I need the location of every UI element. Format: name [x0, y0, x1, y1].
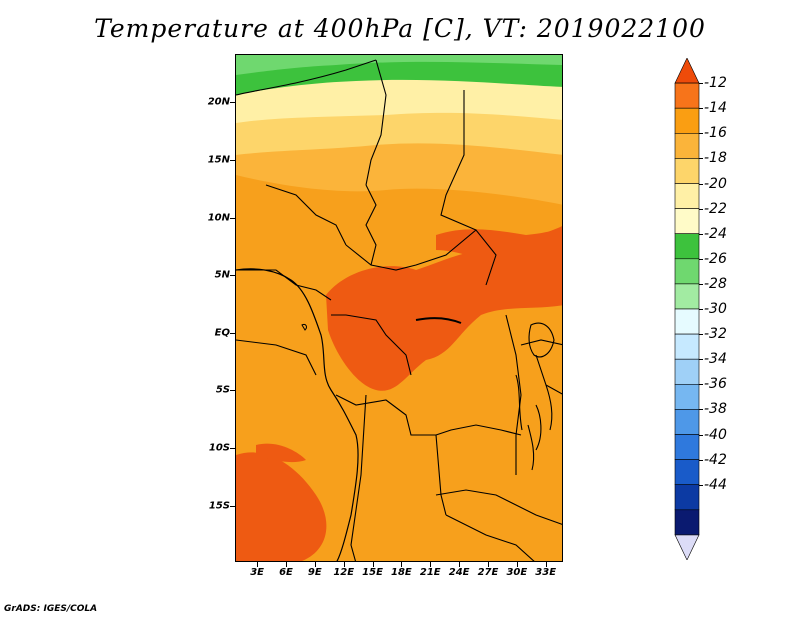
colorbar-tick — [699, 359, 703, 360]
colorbar-segment — [675, 259, 699, 284]
lon-label: 18E — [391, 567, 412, 578]
colorbar-label: -18 — [704, 150, 727, 166]
colorbar-segment — [675, 158, 699, 183]
colorbar-label: -22 — [704, 201, 727, 217]
lat-label: 5S — [216, 385, 230, 396]
lon-tick — [286, 562, 287, 567]
colorbar-tick — [699, 309, 703, 310]
colorbar-segment — [675, 234, 699, 259]
colorbar-tick — [699, 384, 703, 385]
lat-tick — [230, 218, 235, 219]
colorbar-segment — [675, 359, 699, 384]
colorbar-tick — [699, 108, 703, 109]
lat-label: 20N — [208, 97, 230, 108]
lon-label: 33E — [535, 567, 556, 578]
colorbar-segment — [675, 510, 699, 535]
lon-label: 27E — [478, 567, 499, 578]
lon-label: 24E — [449, 567, 470, 578]
colorbar-segment — [675, 485, 699, 510]
map-plot-area — [235, 54, 563, 562]
lon-tick — [517, 562, 518, 567]
colorbar-segment — [675, 409, 699, 434]
colorbar-segment — [675, 133, 699, 158]
colorbar-tick — [699, 259, 703, 260]
colorbar-segment — [675, 83, 699, 108]
lat-tick — [230, 448, 235, 449]
colorbar-tick — [699, 284, 703, 285]
lat-tick — [230, 160, 235, 161]
colorbar-segment — [675, 435, 699, 460]
colorbar-tick — [699, 409, 703, 410]
lon-tick — [430, 562, 431, 567]
colorbar-segment — [675, 535, 699, 560]
colorbar-label: -44 — [704, 477, 727, 493]
colorbar-tick — [699, 234, 703, 235]
colorbar-label: -20 — [704, 176, 727, 192]
lat-tick — [230, 390, 235, 391]
chart-title: Temperature at 400hPa [C], VT: 201902210… — [0, 14, 800, 43]
colorbar-label: -24 — [704, 226, 727, 242]
colorbar-tick — [699, 209, 703, 210]
lat-label: 15N — [208, 154, 230, 165]
lon-tick — [257, 562, 258, 567]
lat-tick — [230, 506, 235, 507]
colorbar-label: -32 — [704, 326, 727, 342]
colorbar-label: -12 — [704, 75, 727, 91]
colorbar-segment — [675, 334, 699, 359]
colorbar — [672, 58, 702, 560]
lon-label: 12E — [333, 567, 354, 578]
colorbar-tick — [699, 83, 703, 84]
lon-tick — [401, 562, 402, 567]
colorbar-segment — [675, 58, 699, 83]
colorbar-tick — [699, 334, 703, 335]
lon-label: 3E — [250, 567, 264, 578]
lat-label: 5N — [215, 270, 230, 281]
colorbar-segment — [675, 309, 699, 334]
grads-credit: GrADS: IGES/COLA — [4, 604, 97, 614]
colorbar-label: -30 — [704, 301, 727, 317]
lon-tick — [373, 562, 374, 567]
lat-tick — [230, 333, 235, 334]
colorbar-tick — [699, 435, 703, 436]
colorbar-segment — [675, 284, 699, 309]
lat-label: EQ — [215, 327, 230, 338]
colorbar-segment — [675, 460, 699, 485]
colorbar-label: -16 — [704, 125, 727, 141]
temperature-field-map — [236, 55, 563, 562]
colorbar-label: -38 — [704, 401, 727, 417]
colorbar-label: -28 — [704, 276, 727, 292]
colorbar-label: -36 — [704, 376, 727, 392]
lon-label: 15E — [362, 567, 383, 578]
colorbar-label: -42 — [704, 452, 727, 468]
lon-label: 9E — [308, 567, 322, 578]
colorbar-label: -14 — [704, 100, 727, 116]
colorbar-tick — [699, 485, 703, 486]
colorbar-segment — [675, 108, 699, 133]
lon-tick — [344, 562, 345, 567]
lat-tick — [230, 102, 235, 103]
colorbar-label: -26 — [704, 251, 727, 267]
lat-label: 10N — [208, 212, 230, 223]
lat-tick — [230, 275, 235, 276]
lon-label: 30E — [506, 567, 527, 578]
colorbar-tick — [699, 460, 703, 461]
lon-label: 6E — [279, 567, 293, 578]
lat-label: 15S — [209, 500, 230, 511]
lon-tick — [459, 562, 460, 567]
colorbar-segment — [675, 209, 699, 234]
lat-label: 10S — [209, 442, 230, 453]
lon-tick — [546, 562, 547, 567]
colorbar-label: -40 — [704, 427, 727, 443]
colorbar-segment — [675, 384, 699, 409]
colorbar-tick — [699, 184, 703, 185]
colorbar-segment — [675, 184, 699, 209]
colorbar-tick — [699, 133, 703, 134]
colorbar-label: -34 — [704, 351, 727, 367]
lon-tick — [488, 562, 489, 567]
colorbar-tick — [699, 158, 703, 159]
lon-label: 21E — [420, 567, 441, 578]
lon-tick — [315, 562, 316, 567]
